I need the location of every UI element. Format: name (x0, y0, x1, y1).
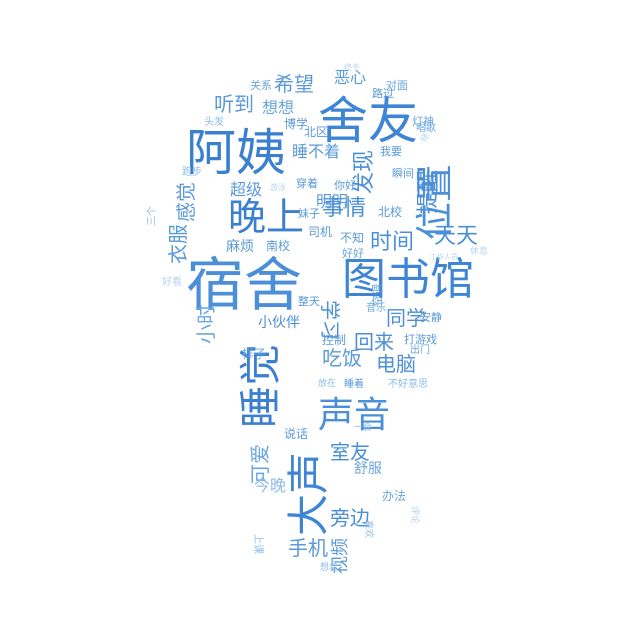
word: 头发 (204, 117, 224, 128)
word: 休息 (470, 247, 489, 257)
word: 衣服 (166, 224, 190, 264)
word: 晚上 (228, 195, 305, 239)
word: 喜欢 (363, 520, 373, 539)
word: 今晚 (254, 476, 287, 495)
word: 好好 (342, 247, 364, 260)
word: 博学 (284, 117, 309, 131)
word: 瞬间 (392, 167, 414, 180)
word: 小时 (194, 304, 218, 344)
word: 希望 (274, 72, 314, 96)
word: 大声 (284, 451, 333, 536)
word: 音乐 (366, 303, 386, 314)
word: 办法 (382, 489, 407, 503)
word: 妹子 (298, 207, 320, 220)
word: 上课 (252, 534, 263, 554)
word: 控制 (322, 333, 347, 347)
word: 北区 (304, 125, 329, 139)
word: 你好 (334, 179, 356, 192)
word: 不知 (340, 231, 365, 245)
word: 一会 (354, 423, 373, 433)
word: 睡不着 (292, 142, 341, 161)
word: 跑步 (182, 167, 202, 178)
word: 电脑 (376, 352, 416, 376)
word: 游泳 (270, 183, 286, 192)
word: 我要 (380, 145, 402, 158)
word: 整天 (298, 295, 320, 308)
word: 想想 (262, 98, 295, 117)
word: 超级 (230, 180, 263, 199)
word: 手机 (288, 536, 328, 560)
word: 感觉 (174, 182, 198, 222)
word: 终于 (344, 63, 360, 72)
word: 明明 (316, 192, 349, 211)
word: 麻烦 (226, 239, 254, 255)
word: 事情 (322, 196, 367, 221)
word: 唱歌 (416, 123, 436, 134)
word: 安静 (420, 311, 442, 324)
word: 提醒 (416, 169, 441, 214)
word: 出门 (410, 345, 430, 356)
word: 说话 (284, 427, 309, 441)
word: 司机 (308, 225, 333, 239)
word: 室友 (330, 440, 370, 464)
word: 评论 (409, 506, 419, 525)
word: 时间 (370, 230, 415, 255)
word: 阿姨 (186, 124, 286, 182)
word: 图书馆 (342, 254, 474, 305)
word: 不好意思 (388, 379, 428, 390)
word: 吃饭 (322, 346, 362, 370)
word: 恶心 (334, 68, 367, 87)
word: 放在 (318, 379, 337, 389)
word: 声音 (318, 395, 391, 436)
word: 穿着 (296, 177, 318, 190)
word: 打游戏 (404, 333, 437, 346)
word: 路过 (372, 87, 394, 100)
word: 南校 (266, 239, 291, 253)
word: 听到 (214, 92, 254, 116)
word: 好看 (162, 277, 182, 288)
word: 同学 (386, 306, 426, 330)
word: 对面 (386, 79, 408, 92)
word: 旁边 (330, 506, 370, 530)
word: 想着 (320, 563, 339, 573)
word: 三个 (147, 206, 158, 226)
word: 天天 (434, 224, 479, 249)
word: 关系 (250, 79, 272, 92)
word: 北校 (378, 205, 403, 219)
word: 回来 (354, 330, 394, 354)
word: 灯神 (412, 115, 434, 128)
word: 舒服 (354, 461, 382, 477)
word: 样子 (242, 347, 267, 361)
word: 睡着 (344, 379, 364, 390)
word: 工作人员 (430, 253, 458, 261)
word: 小伙伴 (258, 315, 300, 331)
word: 发现 (352, 149, 377, 194)
word: 舍友 (318, 92, 418, 150)
word: 宿舍 (186, 251, 303, 319)
